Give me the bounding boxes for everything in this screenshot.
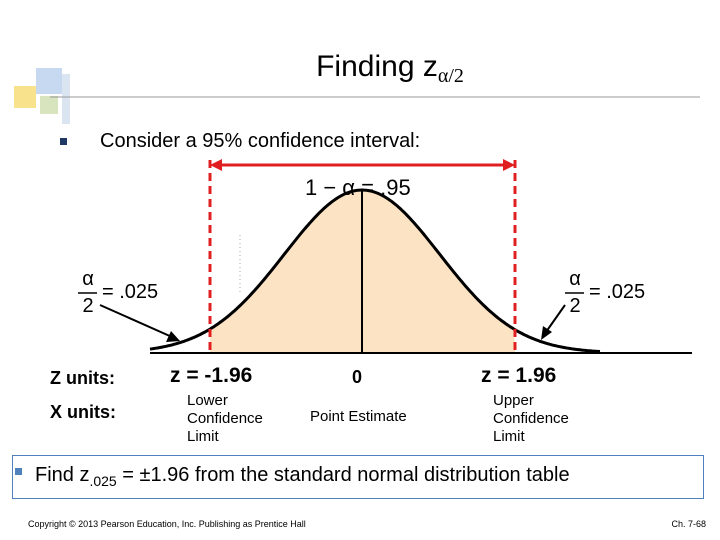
page-number: Ch. 7-68 [671,519,706,529]
numerator: α [82,268,94,290]
fraction-value: = .025 [589,281,646,303]
copyright: Copyright © 2013 Pearson Education, Inc.… [28,519,306,529]
x-center: Point Estimate [310,408,407,425]
z-upper: z = 1.96 [481,364,557,387]
z-lower: z = -1.96 [170,364,253,387]
box-text: Find z [35,464,90,486]
bullet: Consider a 95% confidence interval: [100,130,421,152]
z-row-label: Z units: [50,368,115,388]
box-subscript: .025 [89,473,117,489]
z-center: 0 [352,367,363,387]
title-subscript: α/2 [437,65,464,87]
footer-box: Find z.025 = ±1.96 from the standard nor… [12,455,704,499]
denominator: 2 [82,295,94,317]
decoration [14,68,700,475]
box-text-end: = ±1.96 from the standard normal distrib… [116,464,570,486]
numerator: α [569,268,581,290]
title-text: Finding z [316,50,438,83]
title: Finding zα/2 [0,50,720,88]
x-row-label: X units: [50,402,116,422]
denominator: 2 [569,295,581,317]
x-upper: Upper Confidence Limit [493,392,569,445]
normal-curve [149,188,601,353]
formula: 1 − α = .95 [305,175,411,200]
interval-arrow [210,159,515,171]
x-lower: Lower Confidence Limit [187,392,263,445]
tail-arrows [99,304,566,342]
fraction-value: = .025 [102,281,159,303]
